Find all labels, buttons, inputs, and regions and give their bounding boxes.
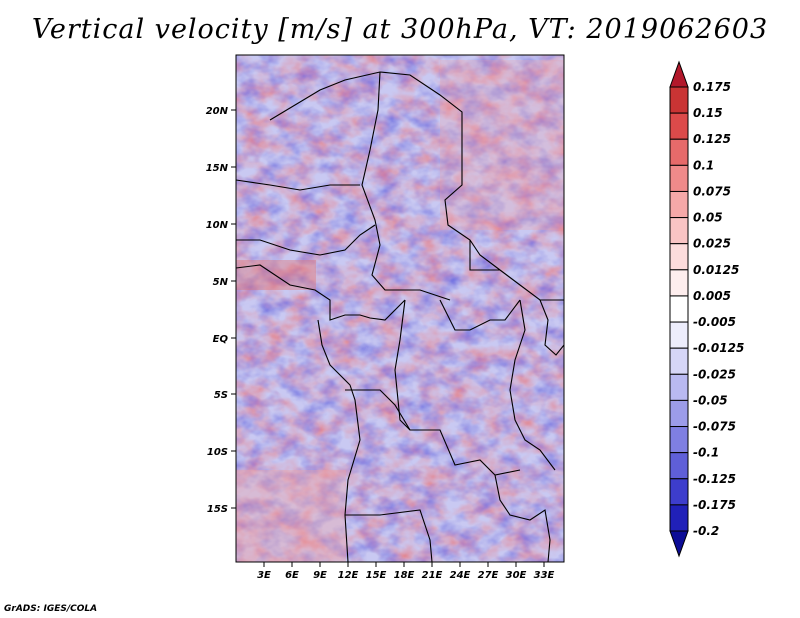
colorbar-label: 0.125 [693,132,731,146]
axis-ticks [231,109,545,567]
colorbar-label: 0.0125 [693,263,739,277]
colorbar-label: 0.025 [693,237,731,251]
chart-title: Vertical velocity [m/s] at 300hPa, VT: 2… [31,14,769,45]
colorbar-segment [669,295,689,323]
footer-credit: GrADS: IGES/COLA [4,604,98,614]
colorbar-segment [669,164,689,192]
colorbar-segment [669,86,689,114]
lon-label: 24E [450,570,471,581]
lat-label: EQ [213,334,229,345]
colorbar-label: -0.1 [693,446,719,460]
colorbar-segment [669,243,689,271]
colorbar-label: -0.125 [693,472,736,486]
lon-label: 15E [366,570,387,581]
lat-label: 15N [206,163,229,174]
colorbar-label: 0.005 [693,289,731,303]
country-borders [236,71,564,562]
lon-label: 21E [422,570,443,581]
colorbar-label: 0.15 [693,106,723,120]
lon-label: 33E [534,570,555,581]
colorbar-segment [669,504,689,532]
colorbar-segment [669,217,689,245]
lon-label: 9E [313,570,327,581]
colorbar-bottom-arrow [669,530,689,558]
colorbar-label: -0.0125 [693,341,744,355]
colorbar-segment [669,321,689,349]
colorbar-segment [669,452,689,480]
lat-labels: 20N 15N 10N 5N EQ 5S 10S 15S [206,106,229,515]
lon-label: 12E [338,570,359,581]
lon-label: 6E [285,570,299,581]
colorbar-top-arrow [669,60,689,88]
colorbar-label: -0.175 [693,498,736,512]
colorbar-label: -0.2 [693,524,719,538]
colorbar-label: -0.05 [693,393,728,407]
colorbar-segment [669,426,689,454]
lat-label: 20N [206,106,229,117]
colorbar-segment [669,138,689,166]
colorbar-label: 0.175 [693,80,731,94]
lat-label: 5N [213,277,229,288]
lon-label: 30E [506,570,527,581]
colorbar-label: -0.075 [693,420,736,434]
colorbar-label: -0.005 [693,315,736,329]
velocity-field [236,55,564,562]
colorbar-segment [669,399,689,428]
colorbar-segment [669,112,689,140]
lon-label: 3E [257,570,271,581]
colorbar-segment [669,190,689,219]
colorbar-segment [669,478,689,506]
lat-label: 15S [207,504,228,515]
colorbar-label: 0.075 [693,184,731,198]
colorbar-label: 0.05 [693,211,723,225]
colorbar-label: 0.1 [693,158,714,172]
colorbar-segment [669,269,689,297]
lon-label: 27E [478,570,499,581]
colorbar: 0.175 0.15 0.125 0.1 0.075 0.05 0.025 0.0125 0.0… [669,60,744,558]
lon-label: 18E [394,570,415,581]
map-frame [235,54,565,563]
colorbar-segment [669,373,689,401]
lat-label: 10N [206,220,229,231]
colorbar-segment [669,347,689,375]
colorbar-label: -0.025 [693,367,736,381]
lat-label: 5S [214,390,228,401]
lon-labels: 3E 6E 9E 12E 15E 18E 21E 24E 27E 30E 33E [257,570,554,581]
lat-label: 10S [207,447,228,458]
